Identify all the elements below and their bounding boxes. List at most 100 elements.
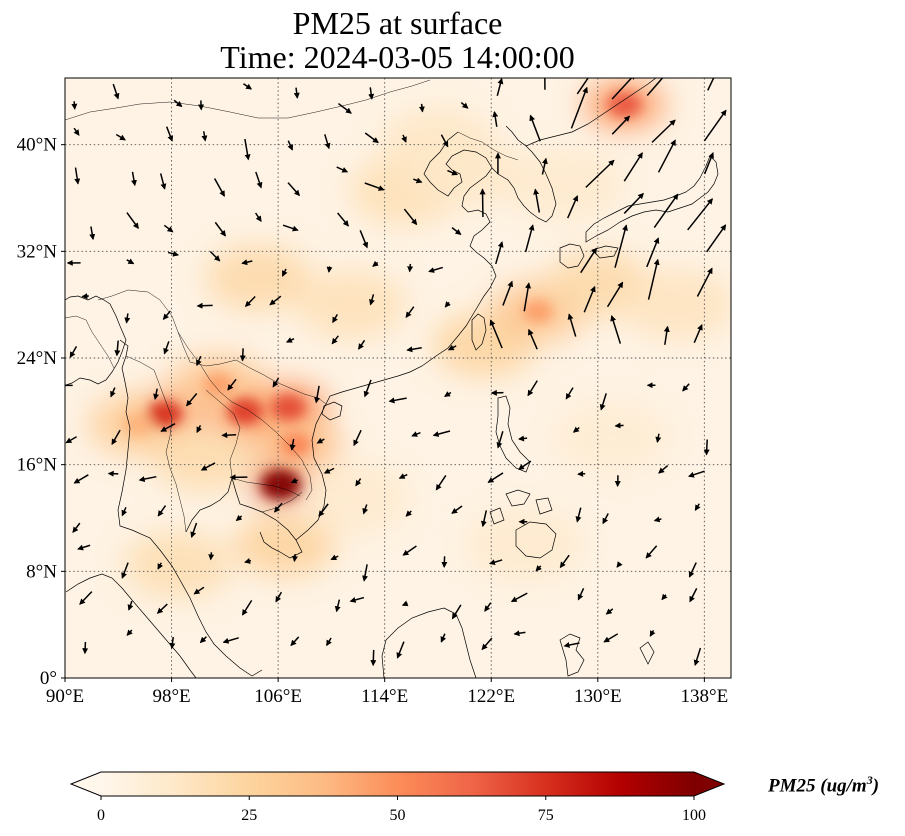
lat-tick-label: 40°N: [17, 135, 58, 156]
wind-vector: [162, 310, 171, 321]
wind-vector: [583, 285, 596, 313]
colorbar-tick-label: 75: [538, 807, 554, 824]
wind-vector: [653, 193, 679, 229]
wind-vector: [186, 393, 198, 407]
wind-vector: [688, 562, 697, 578]
wind-vector: [173, 99, 183, 108]
wind-vector: [326, 266, 333, 273]
wind-vector: [287, 182, 301, 197]
wind-vector: [368, 87, 375, 100]
coastline-russia-east: [525, 78, 657, 147]
wind-vector: [687, 198, 713, 231]
coastline-hainan: [321, 401, 343, 421]
wind-vector: [529, 114, 541, 142]
colorbar-tick-label: 25: [241, 807, 257, 824]
wind-vector: [524, 224, 535, 253]
wind-vector: [661, 593, 668, 601]
wind-vector: [331, 335, 339, 345]
wind-vector: [451, 227, 462, 235]
wind-vector: [358, 339, 366, 350]
wind-vector: [156, 603, 168, 614]
border-china-south: [97, 289, 327, 405]
wind-vector: [428, 266, 444, 273]
wind-vector: [111, 429, 121, 446]
wind-vector: [605, 608, 614, 615]
wind-vector: [193, 586, 205, 595]
wind-vector: [274, 502, 283, 513]
wind-vector: [330, 554, 339, 561]
wind-vector: [707, 78, 715, 91]
wind-vector: [334, 599, 341, 613]
wind-vector: [110, 387, 116, 398]
coastline-mindanao: [515, 521, 557, 559]
wind-vector: [653, 516, 662, 523]
wind-vector: [243, 83, 253, 90]
wind-vector: [316, 437, 325, 444]
wind-vector: [115, 133, 126, 141]
wind-vector: [703, 109, 727, 142]
wind-vector: [214, 221, 226, 237]
border-laos: [177, 331, 313, 501]
wind-vector: [484, 602, 492, 612]
wind-vector: [585, 159, 615, 188]
wind-vector: [502, 280, 514, 306]
wind-vector: [646, 78, 664, 96]
wind-vector: [196, 355, 202, 367]
lat-tick-label: 32°N: [17, 241, 58, 262]
pm25-hotspot: [202, 372, 234, 397]
wind-vector: [388, 397, 407, 404]
wind-vector: [112, 83, 120, 100]
colorbar-tick-label: 0: [97, 807, 105, 824]
wind-vector: [364, 182, 385, 191]
wind-vector: [405, 510, 412, 517]
wind-vector: [610, 315, 622, 344]
wind-vector: [165, 126, 174, 142]
wind-vector: [126, 629, 133, 636]
wind-vector: [289, 438, 296, 451]
wind-vector: [411, 431, 421, 437]
wind-vector: [527, 380, 538, 397]
wind-vector: [157, 505, 167, 517]
wind-vector: [363, 379, 372, 398]
coastline-luzon: [495, 395, 531, 473]
wind-vector: [489, 559, 503, 566]
wind-vector: [290, 636, 300, 647]
wind-vectors: [65, 78, 727, 667]
wind-vector: [602, 513, 609, 525]
pm25-region: [296, 270, 407, 340]
wind-vector: [460, 101, 469, 109]
wind-vector: [575, 507, 582, 523]
wind-vector: [567, 313, 577, 337]
wind-vector: [244, 558, 252, 564]
coastline-japan-honshu: [585, 155, 719, 243]
wind-vector: [645, 545, 658, 559]
wind-vector: [535, 565, 542, 572]
map-timestamp: Time: 2024-03-05 14:00:00: [220, 39, 575, 75]
wind-vector: [398, 473, 408, 479]
wind-vector: [611, 115, 631, 135]
wind-vector: [580, 247, 598, 274]
wind-vector: [338, 102, 352, 114]
wind-vector: [688, 470, 705, 478]
wind-vector: [370, 649, 377, 667]
border-mongolia: [65, 79, 431, 121]
wind-vector: [269, 295, 282, 306]
map-title: PM25 at surface: [292, 5, 503, 41]
wind-vector: [487, 472, 504, 483]
wind-vector: [326, 637, 332, 647]
coastline-halmahera: [639, 641, 655, 665]
colorbar-extend-low: [71, 772, 101, 796]
wind-vector: [403, 208, 418, 226]
wind-vector: [693, 647, 702, 667]
wind-vector: [647, 258, 660, 300]
wind-vector: [572, 426, 580, 433]
wind-vector: [623, 192, 644, 214]
wind-vector: [444, 391, 452, 398]
coastline-visayas: [489, 489, 553, 525]
wind-vector: [418, 103, 425, 113]
pm25-hotspot: [522, 299, 554, 324]
wind-vector: [440, 633, 447, 643]
wind-vector: [221, 432, 237, 439]
wind-vector: [435, 475, 447, 491]
pm25-region: [205, 245, 311, 311]
